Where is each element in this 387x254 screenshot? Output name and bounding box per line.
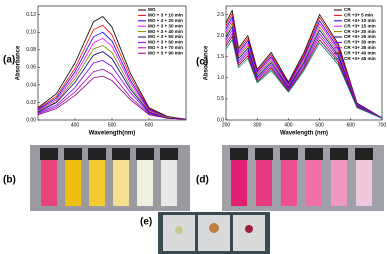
- series-line: [37, 45, 187, 120]
- legend-label: CR +3+ 40 min: [344, 50, 376, 55]
- series-line: [37, 38, 187, 120]
- series-line: [37, 68, 187, 120]
- x-tick-label: 500: [108, 122, 117, 128]
- y-tick-label: 2.5: [217, 12, 224, 18]
- series-line: [37, 59, 187, 120]
- photo-d: [222, 145, 384, 211]
- series-line: [225, 33, 383, 119]
- legend-label: MO + 3 + 10 min: [148, 13, 183, 18]
- series-line: [37, 16, 187, 120]
- x-tick-label: 400: [284, 122, 293, 128]
- legend-label: CR: [344, 7, 351, 12]
- series-line: [225, 13, 383, 119]
- y-tick-label: 0.5: [217, 96, 224, 102]
- series-line: [37, 75, 187, 120]
- x-tick-label: 600: [145, 122, 154, 128]
- y-tick-label: 0.10: [26, 30, 36, 36]
- legend-label: CR +3+ 30 min: [344, 40, 376, 45]
- legend-label: MO + 3 + 30 min: [148, 23, 183, 28]
- series-line: [225, 26, 383, 119]
- panel-label: (b): [3, 175, 16, 186]
- series-line: [225, 22, 383, 119]
- y-tick-label: 0.00: [26, 117, 36, 123]
- y-tick-label: 0.12: [26, 12, 36, 18]
- y-tick-label: 0.02: [26, 100, 36, 106]
- x-tick-label: 200: [222, 122, 231, 128]
- y-tick-label: 2.0: [217, 33, 224, 39]
- legend-label: CR +3+ 25 min: [344, 34, 376, 39]
- y-tick-label: 0.08: [26, 47, 36, 53]
- plot-frame: [225, 5, 383, 121]
- x-tick-label: 600: [347, 122, 356, 128]
- series-line: [37, 24, 187, 120]
- panel-label: (d): [196, 175, 209, 186]
- x-tick-label: 300: [253, 122, 262, 128]
- legend-label: CR +3+ 20 min: [344, 29, 376, 34]
- legend-label: MO + 3 + 60 min: [148, 40, 183, 45]
- legend-label: MO + 3 + 70 min: [148, 45, 183, 50]
- legend-label: CR +3+ 35 min: [344, 45, 376, 50]
- legend-label: MO + 3 + 20 min: [148, 18, 183, 23]
- panel-label: (e): [140, 217, 152, 228]
- y-tick-label: 1.5: [217, 54, 224, 60]
- series-line: [37, 31, 187, 120]
- legend-label: MO + 3 + 90 min: [148, 50, 183, 55]
- y-axis-label: Absorbance: [204, 45, 210, 80]
- panel-label: (a): [3, 55, 15, 66]
- x-tick-label: 700: [378, 122, 387, 128]
- x-tick-label: 500: [315, 122, 324, 128]
- legend-label: MO: [148, 7, 156, 12]
- x-tick-label: 400: [71, 122, 80, 128]
- photo-e: [158, 212, 270, 254]
- series-line: [225, 36, 383, 119]
- y-axis-label: Absorbance: [16, 45, 22, 80]
- y-tick-label: 0.0: [217, 117, 224, 123]
- series-line: [225, 19, 383, 119]
- y-tick-label: 1.0: [217, 75, 224, 81]
- series-line: [225, 29, 383, 119]
- series-line: [37, 51, 187, 120]
- legend-label: MO + 3 + 50 min: [148, 34, 183, 39]
- panel-label: (c): [196, 57, 208, 68]
- photo-b: [30, 145, 190, 211]
- legend-label: CR +3+ 10 min: [344, 18, 376, 23]
- legend-label: CR +3+ 15 min: [344, 23, 376, 28]
- legend-label: CR +3+ 5 min: [344, 13, 373, 18]
- x-axis-label: Wavelength (nm): [280, 131, 328, 137]
- x-axis-label: Wavelength(nm): [89, 131, 135, 137]
- y-tick-label: 0.06: [26, 65, 36, 71]
- series-line: [225, 39, 383, 119]
- legend-label: CR +3+ 45 min: [344, 56, 376, 61]
- legend-label: MO + 3 + 40 min: [148, 29, 183, 34]
- series-line: [225, 16, 383, 119]
- y-tick-label: 0.04: [26, 82, 36, 88]
